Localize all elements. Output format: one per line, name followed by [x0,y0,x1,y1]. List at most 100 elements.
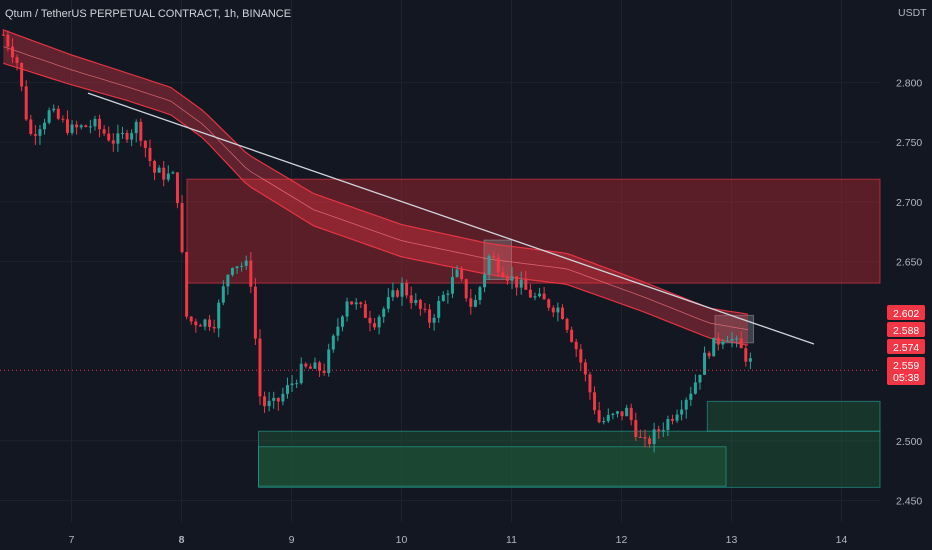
candle-body [111,140,115,144]
candle-body [395,290,399,297]
ema-band [3,29,749,346]
time-tick-label: 8 [179,534,185,546]
candle-body [574,341,578,350]
candle-body [15,57,19,64]
candle-body [331,335,335,350]
candle-body [560,307,564,319]
candle-body [405,282,409,296]
candle-body [721,341,725,345]
price-tag-bg [887,305,925,320]
candle-body [510,276,514,281]
candle-body [6,34,10,47]
trendline[interactable] [0,92,880,371]
candle-body [230,268,234,275]
candle-body [409,295,413,304]
candle-body [33,133,37,136]
candle-body [437,300,441,318]
candle-body [281,393,285,402]
candle-body [134,121,138,134]
candle-body [542,293,546,300]
price-tag-bg [887,322,925,337]
candle-body [501,272,505,278]
candle-body [473,299,477,307]
price-tick-label: 2.450 [896,495,922,507]
candle-body [744,348,748,362]
candle-body [313,362,317,369]
candle-body [570,329,574,342]
candle-body [235,266,239,269]
candle-body [10,46,14,58]
candle-body [528,289,532,298]
candle-body [61,118,65,120]
candle-body [226,274,230,287]
candle-body [244,260,248,266]
candle-body [680,409,684,415]
candle-body [318,362,322,371]
candlesticks [1,29,752,453]
candle-body [428,309,432,323]
price-tick-label: 2.750 [896,137,922,149]
candle-body [496,257,500,273]
candle-body [240,265,244,267]
candle-body [583,362,587,375]
candle-body [194,321,198,326]
price-tick-label: 2.700 [896,197,922,209]
candle-body [441,294,445,301]
candle-body [166,173,170,180]
candle-body [93,118,97,127]
candle-body [116,133,120,144]
candle-body [423,308,427,310]
candle-body [556,307,560,313]
candle-body [20,63,24,87]
candle-body [611,413,615,416]
candle-body [377,316,381,328]
time-tick-label: 11 [506,534,517,546]
candle-body [29,119,33,134]
candle-body [698,374,702,383]
price-tick-label: 2.650 [896,257,922,269]
candle-body [450,276,454,294]
candle-body [373,323,377,328]
candle-body [460,269,464,280]
candle-body [487,255,491,275]
candle-body [203,319,207,327]
candle-body [593,392,597,411]
candle-body [130,133,134,140]
candle-body [143,140,147,148]
price-tag-value: 2.574 [893,342,919,354]
candle-body [1,34,5,36]
candle-body [180,203,184,253]
candle-body [368,317,372,324]
candle-body [295,383,299,385]
candle-body [102,129,106,134]
candle-body [208,319,212,327]
candle-body [716,337,720,345]
candle-body [446,293,450,295]
candle-body [217,302,221,329]
candle-body [478,287,482,300]
trendline-segment[interactable] [87,92,815,345]
candle-body [735,338,739,340]
price-tag-countdown: 05:38 [893,372,919,384]
time-tick-label: 13 [726,534,738,546]
candle-body [551,307,555,313]
candle-body [345,301,349,317]
candle-body [638,436,642,438]
candle-body [565,318,569,330]
price-tick-label: 2.500 [896,436,922,448]
time-scale[interactable]: 7 8 9 10 11 12 13 14 [69,534,848,546]
candle-body [79,125,83,128]
candle-body [212,326,216,329]
candle-body [139,121,143,141]
candle-body [675,414,679,421]
ema-band-upper [3,29,749,315]
candle-body [620,411,624,417]
candle-body [748,358,752,362]
candle-body [299,363,303,384]
candle-body [386,297,390,309]
candle-body [670,418,674,421]
candle-body [272,397,276,401]
price-scale[interactable]: 2.800 2.750 2.700 2.650 2.500 2.450 [896,77,922,507]
